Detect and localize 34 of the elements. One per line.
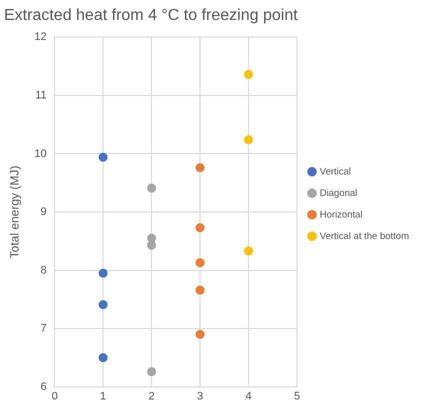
y-tick-label: 12 bbox=[34, 31, 47, 44]
legend-label: Vertical bbox=[320, 166, 351, 178]
point bbox=[98, 353, 108, 362]
point bbox=[244, 70, 254, 79]
point bbox=[147, 367, 156, 376]
point bbox=[147, 184, 156, 193]
y-tick-label: 9 bbox=[40, 206, 47, 218]
y-tick-label: 6 bbox=[40, 380, 47, 393]
point bbox=[98, 152, 108, 162]
point bbox=[196, 258, 205, 268]
y-axis-title: Total energy (MJ) bbox=[8, 166, 22, 258]
x-tick-label: 2 bbox=[148, 390, 155, 402]
point bbox=[98, 300, 108, 310]
point bbox=[196, 223, 205, 232]
y-tick-label: 8 bbox=[40, 264, 47, 276]
x-tick-label: 3 bbox=[196, 390, 204, 402]
chart-title: Extracted heat from 4 °C to freezing point bbox=[4, 7, 298, 24]
legend-label: Diagonal bbox=[320, 188, 358, 199]
y-tick-label: 11 bbox=[35, 90, 47, 102]
point bbox=[244, 135, 254, 144]
y-tick-label: 10 bbox=[34, 148, 47, 160]
point bbox=[196, 330, 205, 339]
x-tick-label: 5 bbox=[294, 390, 300, 402]
x-tick-label: 4 bbox=[245, 390, 252, 402]
legend-label: Vertical at the bottom bbox=[320, 230, 410, 242]
y-tick-label: 7 bbox=[40, 322, 47, 335]
legend-label: Horizontal bbox=[320, 209, 363, 220]
point bbox=[196, 286, 205, 295]
point bbox=[244, 246, 254, 256]
point bbox=[196, 163, 205, 172]
point bbox=[98, 268, 108, 278]
x-tick-label: 0 bbox=[52, 390, 58, 402]
point bbox=[147, 240, 156, 250]
x-tick-label: 1 bbox=[100, 390, 106, 402]
